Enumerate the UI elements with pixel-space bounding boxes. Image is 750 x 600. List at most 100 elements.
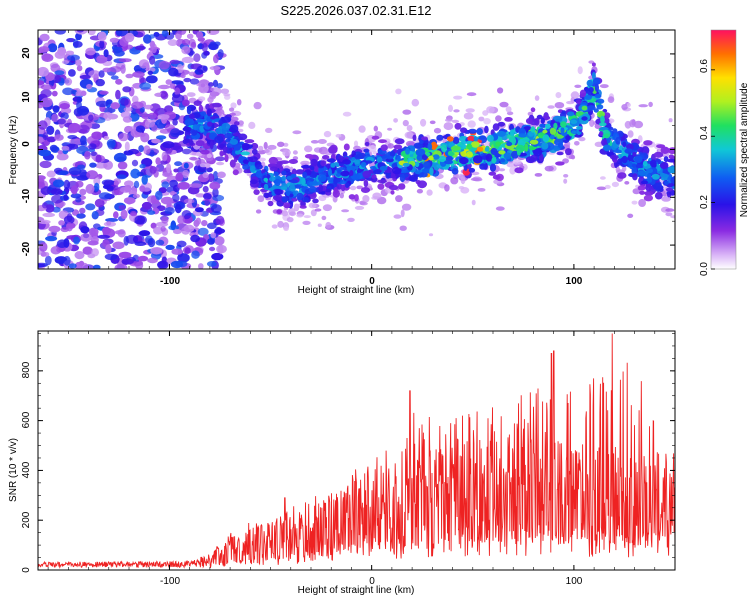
signal-cell (360, 187, 371, 193)
noise-cell (175, 172, 184, 182)
noise-cell (172, 194, 180, 203)
noise-cell (169, 83, 176, 89)
noise-cell (65, 50, 75, 56)
signal-cell (639, 190, 646, 195)
noise-cell (38, 46, 50, 53)
noise-cell (68, 69, 76, 77)
signal-cell (549, 127, 557, 135)
noise-cell (208, 82, 214, 87)
signal-cell (599, 126, 609, 131)
noise-cell (139, 185, 146, 192)
signal-cell (575, 99, 582, 105)
halo-cell (395, 195, 403, 203)
signal-cell (446, 136, 454, 142)
halo-cell (349, 185, 357, 191)
noise-cell (38, 66, 49, 77)
signal-cell (276, 161, 283, 167)
signal-cell (676, 175, 681, 179)
signal-cell (615, 149, 622, 154)
noise-cell (121, 258, 134, 265)
signal-cell (540, 117, 545, 124)
noise-cell (189, 183, 203, 188)
noise-cell (181, 46, 191, 55)
noise-cell (63, 215, 75, 225)
signal-cell (336, 177, 341, 183)
noise-cell (139, 163, 146, 169)
noise-cell (135, 125, 146, 133)
noise-cell (102, 107, 116, 114)
halo-cell (631, 200, 638, 205)
halo-cell (217, 171, 226, 179)
spectrogram-ytick-label: -10 (21, 188, 32, 203)
halo-cell (204, 163, 211, 169)
signal-cell (379, 166, 388, 171)
noise-cell (158, 84, 171, 90)
signal-cell (601, 138, 608, 147)
signal-cell (438, 155, 447, 163)
noise-cell (95, 78, 105, 87)
signal-cell (320, 160, 327, 167)
signal-cell (248, 156, 258, 163)
noise-cell (89, 123, 101, 129)
halo-cell (354, 205, 365, 210)
signal-cell (536, 114, 543, 120)
noise-cell (132, 95, 139, 104)
noise-cell (210, 232, 216, 239)
signal-cell (491, 157, 497, 164)
noise-cell (40, 89, 52, 98)
halo-cell (563, 174, 569, 178)
signal-cell (518, 127, 526, 135)
halo-cell (248, 121, 256, 129)
signal-cell (646, 177, 653, 183)
noise-cell (183, 77, 192, 83)
signal-cell (412, 134, 417, 141)
signal-cell (556, 151, 564, 156)
signal-cell (189, 140, 194, 146)
signal-cell (444, 160, 453, 165)
noise-cell (212, 79, 219, 88)
signal-cell (496, 130, 506, 137)
noise-cell (91, 131, 103, 140)
signal-cell (268, 156, 278, 165)
halo-cell (335, 133, 342, 138)
noise-cell (97, 234, 110, 239)
noise-cell (61, 145, 70, 151)
signal-cell (289, 179, 298, 184)
halo-cell (317, 223, 322, 227)
halo-cell (322, 204, 332, 212)
halo-cell (347, 217, 355, 222)
noise-cell (181, 56, 194, 64)
signal-cell (522, 137, 530, 142)
signal-cell (235, 150, 241, 155)
snr-ytick-label: 0 (21, 567, 32, 573)
noise-cell (95, 100, 109, 108)
snr-xtick-label: 100 (566, 576, 583, 587)
noise-cell (206, 30, 220, 35)
signal-cell (463, 164, 468, 171)
signal-cell (485, 153, 493, 162)
signal-cell (579, 89, 587, 98)
spectrogram-xtick-label: 100 (566, 276, 583, 287)
snr-xtick-label: 0 (369, 576, 375, 587)
halo-cell (402, 119, 409, 127)
halo-cell (302, 220, 311, 225)
signal-cell (380, 144, 388, 151)
noise-cell (66, 222, 73, 232)
signal-cell (205, 103, 211, 110)
halo-cell (444, 184, 450, 192)
noise-cell (198, 263, 204, 269)
signal-cell (641, 180, 648, 185)
halo-cell (202, 172, 209, 179)
noise-cell (118, 251, 132, 259)
signal-cell (534, 118, 540, 126)
noise-cell (195, 193, 206, 198)
noise-cell (88, 114, 94, 121)
noise-cell (177, 215, 185, 225)
signal-cell (450, 145, 461, 151)
spectrogram-ytick-label: 0 (21, 141, 32, 147)
signal-cell (232, 132, 241, 137)
signal-cell (560, 121, 567, 128)
noise-cell (112, 241, 125, 250)
signal-cell (332, 189, 340, 198)
halo-cell (499, 101, 509, 108)
